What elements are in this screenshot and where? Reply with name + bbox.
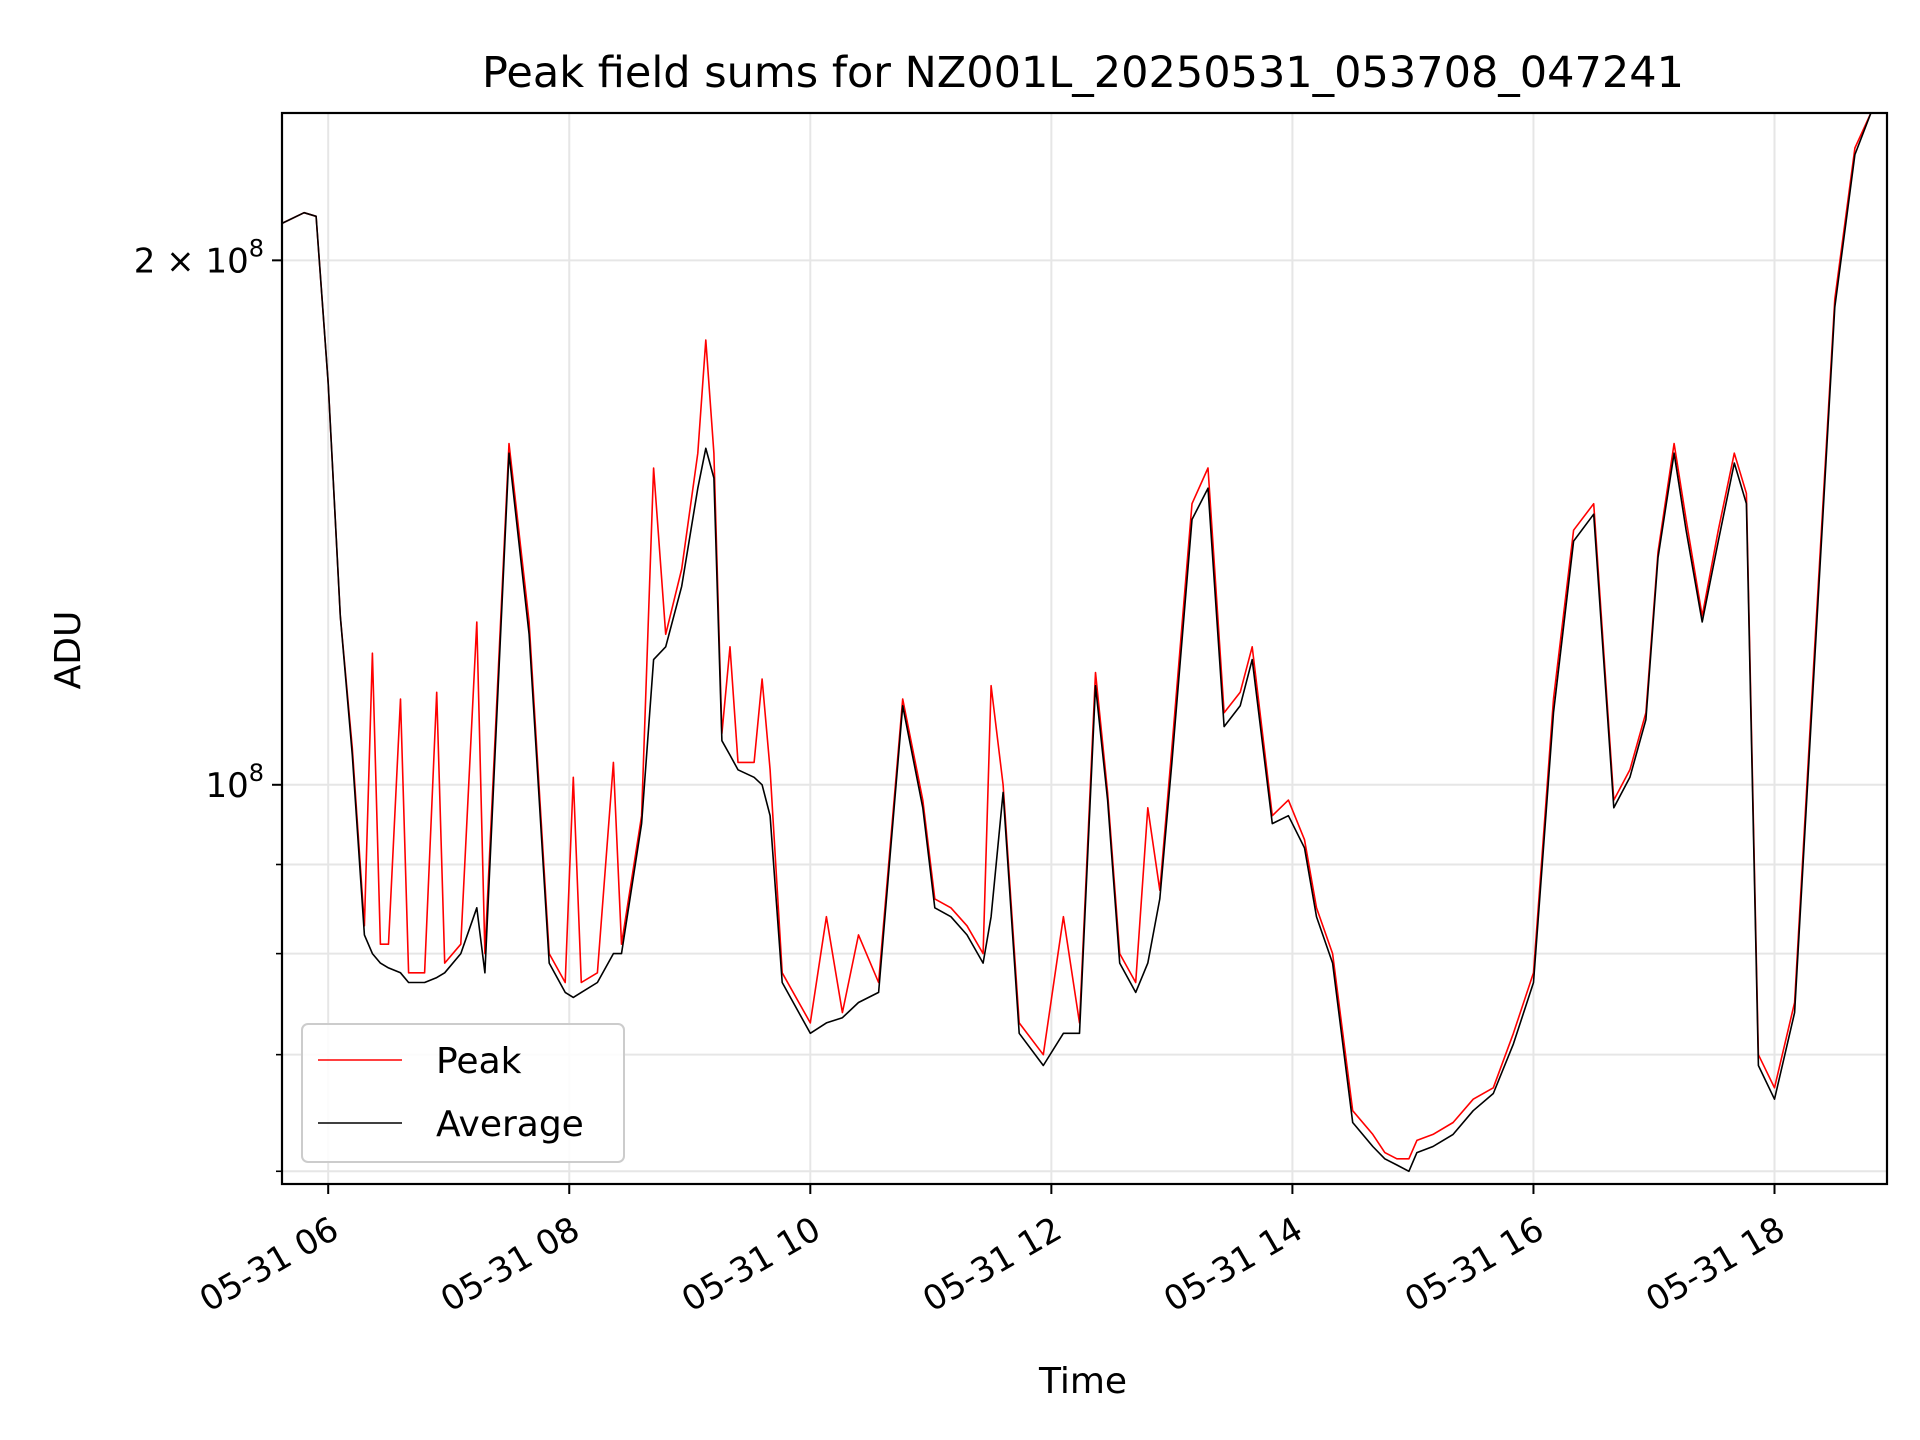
x-tick-label: 05-31 12 xyxy=(916,1209,1068,1320)
legend-box xyxy=(301,1023,625,1163)
plot-frame xyxy=(280,111,1889,1186)
x-axis-ticks: 05-31 06 05-31 08 05-31 10 05-31 12 05-31 14… xyxy=(193,1184,1792,1320)
y-tick-label: 2 × 108 xyxy=(134,234,264,281)
legend: Peak Average xyxy=(301,1023,625,1163)
x-tick-label: 05-31 06 xyxy=(193,1209,345,1320)
y-axis-label: ADU xyxy=(48,611,89,690)
x-axis-label: Time xyxy=(1038,1361,1127,1402)
x-tick-label: 05-31 14 xyxy=(1157,1209,1309,1320)
grid xyxy=(282,113,1887,1184)
x-tick-label: 05-31 10 xyxy=(675,1209,827,1320)
series-line-average xyxy=(281,112,1887,1173)
legend-label-peak: Peak xyxy=(436,1041,522,1082)
x-tick-label: 05-31 18 xyxy=(1639,1209,1791,1320)
y-axis-ticks: 108 2 × 108 xyxy=(134,234,282,1173)
series-line-peak xyxy=(281,112,1887,1160)
y-tick-label: 108 xyxy=(205,759,264,806)
chart-title: Peak field sums for NZ001L_20250531_0537… xyxy=(482,48,1684,98)
legend-label-average: Average xyxy=(436,1104,584,1145)
x-tick-label: 05-31 16 xyxy=(1398,1209,1550,1320)
series-layer xyxy=(281,112,1887,1173)
x-tick-label: 05-31 08 xyxy=(434,1209,586,1320)
